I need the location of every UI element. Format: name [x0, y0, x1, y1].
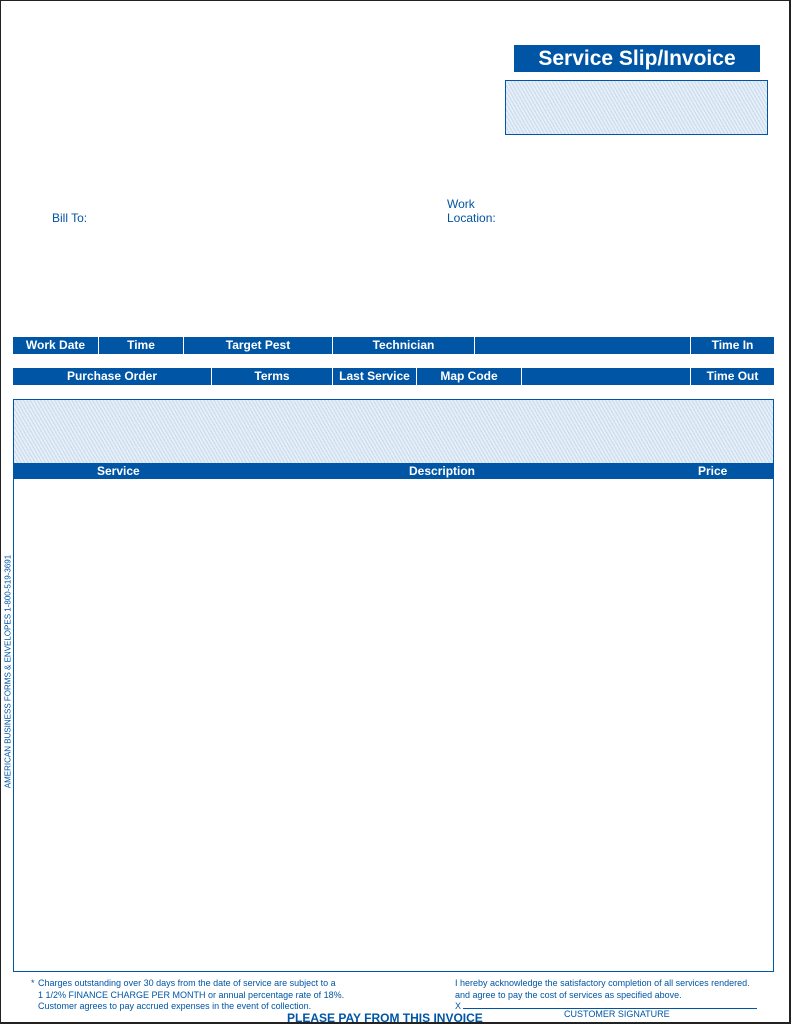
- blank-header: [522, 368, 691, 385]
- document-title: Service Slip/Invoice: [514, 45, 760, 72]
- service-table-hatch: [14, 400, 773, 463]
- header-row-2: Purchase Order Terms Last Service Map Co…: [13, 368, 774, 385]
- signature-line[interactable]: [463, 1008, 757, 1009]
- time-out-header: Time Out: [706, 369, 759, 383]
- pay-notice: PLEASE PAY FROM THIS INVOICE: [287, 1011, 483, 1025]
- blank-header: [475, 337, 691, 354]
- asterisk: *: [31, 978, 35, 988]
- description-column-header: Description: [409, 464, 476, 478]
- work-location-label-2: Location:: [447, 211, 496, 225]
- map-code-header: Map Code: [417, 368, 522, 385]
- signature-label: CUSTOMER SIGNATURE: [564, 1009, 670, 1019]
- last-service-header: Last Service: [333, 368, 417, 385]
- work-location-label-1: Work: [447, 197, 475, 211]
- ack-line-2: and agree to pay the cost of services as…: [455, 990, 682, 1000]
- service-table: Service Description Price: [13, 399, 774, 972]
- work-date-header: Work Date: [13, 337, 99, 354]
- bill-to-label: Bill To:: [52, 211, 88, 225]
- terms-line-3: Customer agrees to pay accrued expenses …: [38, 1001, 312, 1011]
- ack-line-1: I hereby acknowledge the satisfactory co…: [455, 978, 750, 988]
- price-column-header: Price: [698, 464, 728, 478]
- time-in-header: Time In: [711, 338, 754, 352]
- service-table-header: Service Description Price: [14, 463, 773, 479]
- side-printer-text: AMERICAN BUSINESS FORMS & ENVELOPES 1-80…: [3, 554, 13, 789]
- service-column-header: Service: [97, 464, 140, 478]
- signature-x: X: [455, 1001, 462, 1011]
- time-header: Time: [99, 337, 184, 354]
- header-row-1: Work Date Time Target Pest Technician Ti…: [13, 337, 774, 354]
- purchase-order-header: Purchase Order: [13, 368, 212, 385]
- terms-line-2: 1 1/2% FINANCE CHARGE PER MONTH or annua…: [38, 990, 345, 1000]
- technician-header: Technician: [333, 337, 475, 354]
- terms-header: Terms: [212, 368, 333, 385]
- target-pest-header: Target Pest: [184, 337, 333, 354]
- terms-line-1: Charges outstanding over 30 days from th…: [38, 978, 336, 988]
- invoice-number-box: [505, 80, 768, 135]
